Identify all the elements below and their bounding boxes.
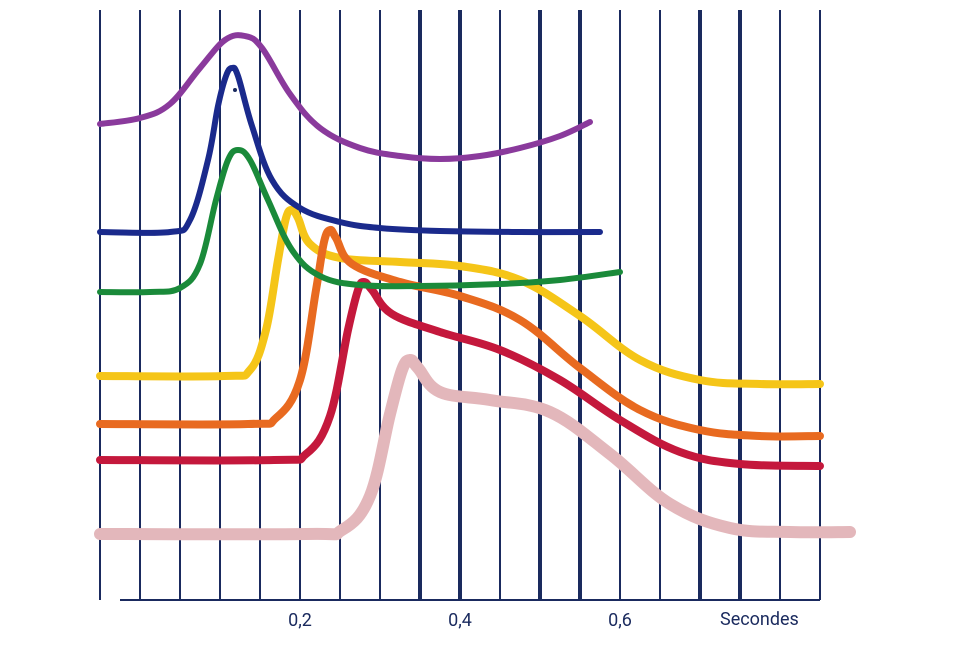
x-axis-tick-label: 0,2 [288, 610, 312, 631]
x-axis-tick-label: 0,4 [448, 610, 472, 631]
x-axis-title: Secondes [720, 609, 799, 630]
chart-container: 0,2 0,4 0,6 Secondes [0, 0, 960, 646]
x-axis-tick-label: 0,6 [608, 610, 632, 631]
line-chart: 0,2 0,4 0,6 Secondes [0, 0, 960, 646]
data-point-dot [233, 88, 237, 92]
